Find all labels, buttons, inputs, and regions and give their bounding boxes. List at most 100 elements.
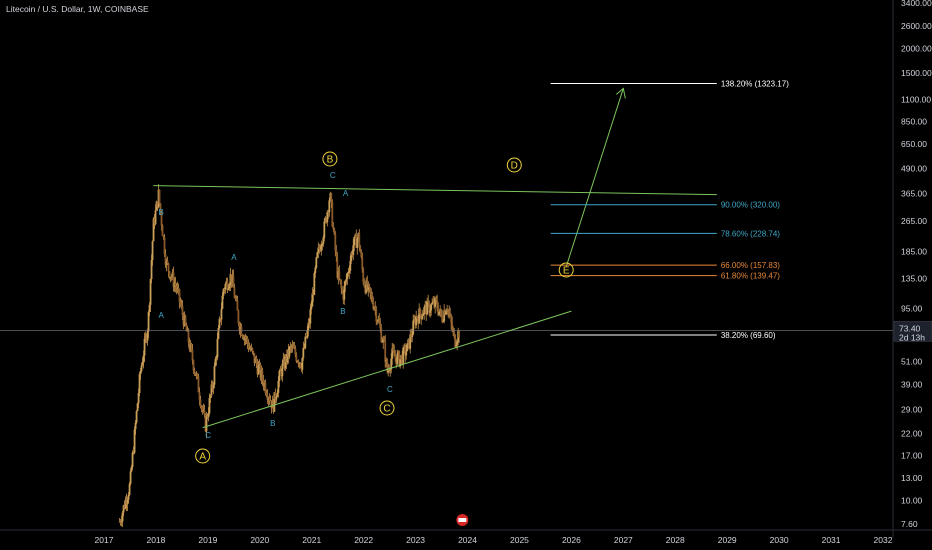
candle-body <box>151 241 154 261</box>
candle-body <box>373 307 376 309</box>
wave-label-big: D <box>511 161 518 172</box>
candle-body <box>316 252 319 258</box>
candle-body <box>237 310 240 324</box>
candle-body <box>416 316 419 319</box>
price-tick-label: 2600.00 <box>901 21 932 31</box>
candle-body <box>432 301 435 304</box>
candle-body <box>225 280 228 285</box>
price-tick-label: 13.00 <box>901 473 923 483</box>
candle-body <box>245 337 248 339</box>
candle-body <box>389 369 392 371</box>
candle-body <box>201 407 204 411</box>
candle-body <box>290 345 293 348</box>
candle-body <box>220 308 223 320</box>
candle-body <box>386 359 389 373</box>
candle-body <box>129 471 132 484</box>
candle-body <box>339 278 342 282</box>
candle-body <box>424 304 427 308</box>
candle-body <box>401 354 404 364</box>
wave-label-big-circle <box>195 448 211 464</box>
candle-body <box>147 312 150 332</box>
price-tick-label: 17.00 <box>901 450 923 460</box>
candle-body <box>161 225 164 236</box>
candle-body <box>306 330 309 338</box>
candle-body <box>285 356 288 363</box>
chart-title: Litecoin / U.S. Dollar, 1W, COINBASE <box>6 4 149 14</box>
candle-body <box>222 289 225 296</box>
candle-body <box>131 452 134 467</box>
candle-body <box>286 349 289 363</box>
candle-body <box>264 382 267 393</box>
candle-body <box>168 271 171 279</box>
candle-body <box>253 353 256 363</box>
candle-body <box>449 313 452 316</box>
candle-body <box>126 499 129 505</box>
candle-body <box>430 304 433 311</box>
candle-body <box>185 324 188 332</box>
candle-body <box>372 302 375 309</box>
candle-body <box>303 347 306 349</box>
candle-body <box>363 282 366 287</box>
price-tick-label: 2000.00 <box>901 43 932 53</box>
candle-body <box>377 319 380 322</box>
candle-body <box>246 337 249 344</box>
fib-level-label: 61.80% (139.47) <box>721 272 780 281</box>
candle-body <box>165 260 168 265</box>
candle-body <box>414 319 417 326</box>
wave-label-small: C <box>205 431 211 440</box>
candle-body <box>289 345 292 348</box>
candle-body <box>207 413 210 418</box>
candle-body <box>309 309 312 324</box>
candle-body <box>197 376 200 393</box>
candle-body <box>192 360 195 371</box>
candle-body <box>120 521 123 523</box>
candle-body <box>441 315 444 322</box>
wave-label-small: B <box>159 208 164 217</box>
candle-body <box>134 422 137 430</box>
candle-body <box>136 403 139 412</box>
candle-body <box>384 341 387 362</box>
time-axis: 2017 2018 2019 2020 2021 2022 2023 2024 2025 2026… <box>0 529 932 545</box>
wave-label-small: B <box>340 307 345 316</box>
candle-body <box>341 288 344 293</box>
candle-body <box>413 319 416 321</box>
wave-label-big: B <box>327 155 334 166</box>
candle-body <box>177 287 180 290</box>
price-tick-label: 22.00 <box>901 428 923 438</box>
candle-body <box>458 331 461 338</box>
candle-body <box>375 308 378 322</box>
candle-body <box>425 304 428 315</box>
candle-body <box>428 302 431 313</box>
candle-body <box>227 288 230 290</box>
candle-body <box>448 310 451 314</box>
candle-body <box>260 370 263 378</box>
candle-body <box>355 234 358 248</box>
time-tick-label: 2031 <box>822 535 841 545</box>
candle-body <box>138 374 141 394</box>
wave-label-big-circle <box>322 151 338 167</box>
candle-body <box>351 252 354 255</box>
candle-body <box>435 298 438 301</box>
candle-body <box>125 499 128 505</box>
candle-body <box>391 348 394 359</box>
candle-body <box>454 334 457 347</box>
candle-body <box>184 315 187 325</box>
candle-body <box>342 292 345 300</box>
candle-body <box>277 380 280 393</box>
time-tick-label: 2028 <box>666 535 685 545</box>
candle-body <box>308 322 311 324</box>
candle-body <box>327 211 330 213</box>
candle-body <box>293 348 296 350</box>
candle-body <box>152 218 155 242</box>
candle-body <box>404 347 407 356</box>
candle-body <box>411 334 414 337</box>
candle-body <box>310 306 313 310</box>
candle-body <box>344 281 347 286</box>
candle-body <box>307 322 310 331</box>
candle-body <box>434 298 437 307</box>
candle-body <box>180 304 183 306</box>
candle-body <box>398 351 401 367</box>
upper-trendline <box>153 185 717 196</box>
